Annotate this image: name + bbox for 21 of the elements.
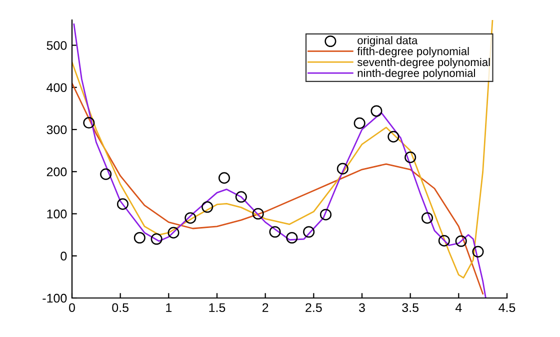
- x-tick-label: 4.5: [498, 303, 516, 312]
- y-tick-label: 200: [46, 167, 67, 176]
- x-tick-label: 3.5: [402, 303, 418, 312]
- legend-label: seventh-degree polynomial: [357, 58, 490, 68]
- x-tick-label: 2.5: [306, 303, 322, 312]
- x-tick-label: 1: [166, 303, 172, 312]
- x-tick-label: 0: [69, 303, 75, 312]
- y-tick-label: 300: [46, 125, 67, 134]
- x-tick-label: 0.5: [112, 303, 128, 312]
- x-tick-label: 4: [455, 303, 462, 312]
- legend-label: fifth-degree polynomial: [357, 47, 469, 58]
- y-tick-label: 0: [60, 252, 67, 261]
- x-tick-label: 2: [262, 303, 268, 312]
- y-tick-label: 400: [46, 83, 67, 92]
- legend-label: original data: [358, 36, 418, 46]
- y-tick-label: 500: [46, 41, 67, 50]
- y-tick-label: 100: [47, 210, 67, 218]
- x-tick-label: 1.5: [209, 303, 226, 312]
- y-tick-label: -100: [42, 294, 67, 303]
- x-tick-label: 3: [359, 303, 365, 312]
- legend-label: ninth-degree polynomial: [358, 68, 475, 80]
